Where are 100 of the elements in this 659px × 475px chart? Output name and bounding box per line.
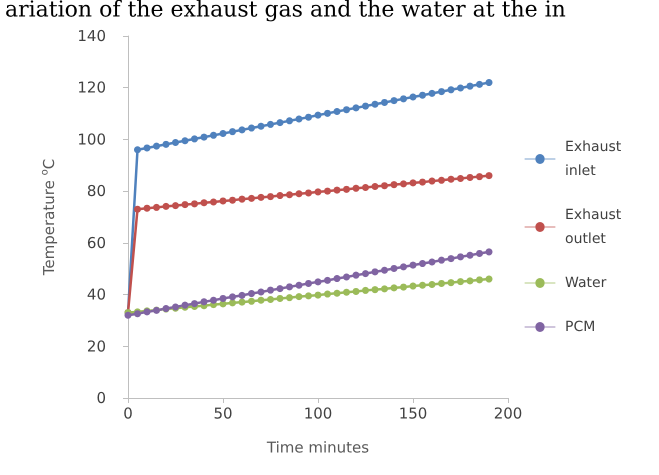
point (334, 290, 340, 297)
point (438, 176, 445, 184)
point (343, 273, 350, 280)
point (410, 94, 416, 101)
point (248, 290, 255, 298)
point (410, 282, 416, 290)
point (258, 296, 264, 304)
point (220, 130, 226, 137)
point (343, 106, 350, 114)
point (172, 139, 179, 146)
point (400, 284, 407, 291)
point (362, 270, 369, 278)
point (466, 277, 474, 284)
point (144, 144, 150, 152)
point (229, 128, 236, 136)
point (372, 100, 378, 108)
point (276, 192, 284, 200)
point (238, 292, 246, 299)
point (419, 92, 426, 99)
point (162, 140, 170, 148)
point (419, 178, 426, 186)
point (466, 252, 474, 259)
y-tick-label: 60 (86, 234, 106, 252)
point (448, 279, 454, 286)
point (372, 286, 378, 294)
point (324, 276, 331, 284)
y-tick-label: 100 (77, 130, 106, 148)
point (153, 204, 160, 211)
point (134, 146, 141, 154)
point (200, 199, 208, 206)
x-axis-title: Time minutes (266, 438, 370, 456)
point (428, 280, 436, 288)
point (248, 194, 255, 202)
point (352, 288, 360, 295)
legend-label: PCM (565, 319, 596, 335)
point (286, 294, 293, 302)
point (381, 285, 388, 292)
point (229, 299, 236, 306)
point (296, 293, 302, 300)
point (305, 280, 312, 287)
y-tick-label: 0 (96, 389, 106, 407)
point (229, 196, 236, 204)
point (486, 276, 492, 283)
point (438, 280, 445, 287)
legend-label: Exhaust inlet (565, 139, 626, 179)
point (276, 294, 284, 302)
chart-title: ariation of the exhaust gas and the water at the in (5, 0, 566, 22)
point (419, 282, 426, 289)
legend-label: Exhaust outlet (565, 207, 626, 247)
point (400, 180, 407, 188)
point (191, 135, 198, 142)
point (200, 298, 208, 306)
point (486, 248, 492, 256)
point (324, 290, 331, 298)
point (200, 134, 208, 141)
point (476, 80, 483, 88)
y-tick-label: 140 (77, 27, 106, 45)
y-tick-label: 20 (86, 337, 106, 356)
point (457, 253, 464, 260)
point (124, 312, 132, 319)
point (220, 197, 226, 204)
point (305, 292, 312, 300)
point (390, 181, 398, 188)
point (334, 108, 340, 115)
point (486, 79, 492, 86)
point (486, 172, 492, 180)
point (267, 193, 274, 200)
point (296, 116, 302, 122)
x-tick-label: 50 (213, 404, 233, 422)
point (390, 284, 398, 292)
point (428, 258, 436, 266)
point (381, 266, 388, 274)
y-tick-label: 40 (86, 286, 106, 304)
point (305, 114, 312, 121)
point (248, 298, 255, 305)
legend-label: Water (565, 275, 607, 291)
point (248, 124, 255, 132)
point (267, 296, 274, 303)
point (428, 178, 436, 185)
point (144, 204, 150, 212)
point (276, 119, 284, 126)
point (400, 263, 407, 270)
point (410, 179, 416, 186)
point (372, 268, 378, 276)
point (296, 282, 302, 289)
point (210, 132, 217, 139)
point (390, 97, 398, 104)
point (334, 275, 340, 282)
point (448, 176, 454, 183)
point (220, 294, 226, 302)
point (457, 278, 464, 286)
point (296, 190, 302, 198)
point (258, 194, 264, 201)
y-axis-title: Temperature oC (40, 158, 58, 276)
point (428, 90, 436, 97)
point (238, 196, 246, 203)
point (362, 102, 369, 110)
point (352, 272, 360, 279)
point (229, 293, 236, 300)
point (210, 198, 217, 206)
